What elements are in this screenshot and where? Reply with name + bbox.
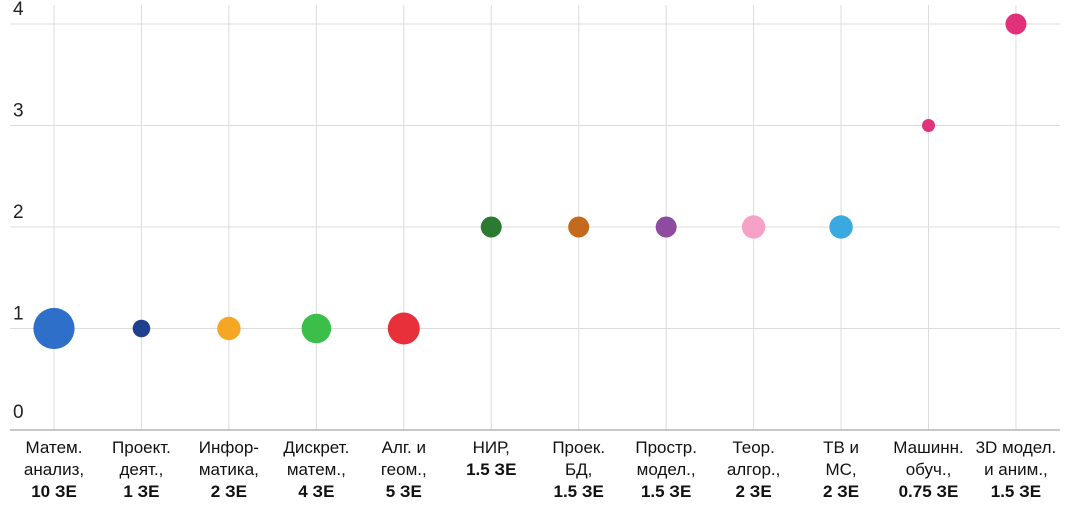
- data-point: [829, 215, 853, 239]
- x-tick-label: Теор. алгор., 2 ЗЕ: [706, 437, 802, 503]
- x-tick-label-line: Простр.: [635, 438, 697, 457]
- y-tick-label: 1: [13, 304, 24, 325]
- x-tick-label: ТВ и МС, 2 ЗЕ: [793, 437, 889, 503]
- x-tick-credit-label: 5 ЗЕ: [385, 482, 422, 501]
- data-point: [301, 313, 332, 344]
- x-tick-label-line: и аним.,: [984, 460, 1048, 479]
- y-tick-label: 3: [13, 101, 24, 122]
- x-tick-label-line: деят.,: [119, 460, 164, 479]
- gridlines: [10, 5, 1060, 431]
- x-tick-label: НИР, 1.5 ЗЕ: [443, 437, 539, 481]
- data-point: [922, 119, 935, 132]
- data-point: [480, 216, 502, 238]
- x-tick-label: Машинн. обуч., 0.75 ЗЕ: [881, 437, 977, 503]
- x-tick-label-line: модел.,: [636, 460, 696, 479]
- x-tick-label-line: анализ,: [23, 460, 85, 479]
- x-tick-credit-label: 2 ЗЕ: [210, 482, 247, 501]
- data-point: [655, 216, 677, 238]
- x-tick-label-line: БД,: [564, 460, 593, 479]
- x-tick-credit-label: 10 ЗЕ: [31, 482, 77, 501]
- x-tick-label-line: Алг. и: [381, 438, 426, 457]
- x-tick-credit-label: 1 ЗЕ: [123, 482, 160, 501]
- data-point: [387, 312, 420, 345]
- x-tick-label-line: Дискрет.: [283, 438, 350, 457]
- x-tick-credit-label: 1.5 ЗЕ: [990, 482, 1042, 501]
- x-tick-label: Дискрет. матем., 4 ЗЕ: [268, 437, 364, 503]
- data-point: [217, 316, 241, 341]
- x-tick-label: Простр. модел., 1.5 ЗЕ: [618, 437, 714, 503]
- x-tick-label-line: 3D модел.: [975, 438, 1057, 457]
- x-tick-label-line: матика,: [198, 460, 259, 479]
- x-tick-label-line: ТВ и: [823, 438, 860, 457]
- x-tick-label: Алг. и геом., 5 ЗЕ: [356, 437, 452, 503]
- x-tick-credit-label: 1.5 ЗЕ: [640, 482, 692, 501]
- x-tick-label: Инфор-матика, 2 ЗЕ: [181, 437, 277, 503]
- x-tick-label-line: НИР,: [472, 438, 510, 457]
- x-tick-label-line: Инфор-: [198, 438, 259, 457]
- data-point: [132, 319, 151, 338]
- x-tick-credit-label: 0.75 ЗЕ: [898, 482, 959, 501]
- y-tick-label: 0: [13, 402, 24, 423]
- x-tick-label-line: Проект.: [112, 438, 171, 457]
- x-tick-label-line: Теор.: [732, 438, 775, 457]
- x-tick-label-line: Матем.: [25, 438, 83, 457]
- x-tick-label-line: МС,: [825, 460, 857, 479]
- data-point: [741, 215, 766, 239]
- y-tick-label: 4: [13, 0, 24, 20]
- x-tick-label: 3D модел. и аним., 1.5 ЗЕ: [968, 437, 1064, 503]
- x-tick-label-line: обуч.,: [905, 460, 952, 479]
- data-point: [33, 307, 75, 350]
- x-tick-credit-label: 1.5 ЗЕ: [553, 482, 604, 501]
- x-tick-label-line: Проек.: [552, 438, 606, 457]
- x-tick-label-line: геом.,: [380, 460, 427, 479]
- x-tick-credit-label: 4 ЗЕ: [298, 482, 335, 501]
- x-tick-credit-label: 2 ЗЕ: [822, 482, 860, 501]
- x-tick-label-line: матем.,: [286, 460, 346, 479]
- x-tick-label: Матем. анализ, 10 ЗЕ: [6, 437, 102, 503]
- data-point: [568, 216, 590, 238]
- y-tick-label: 2: [13, 202, 24, 223]
- data-points: [33, 13, 1027, 350]
- data-point: [1005, 13, 1027, 35]
- x-tick-label-line: алгор.,: [726, 460, 781, 479]
- x-tick-credit-label: 1.5 ЗЕ: [466, 460, 517, 479]
- x-tick-label-line: Машинн.: [893, 438, 964, 457]
- y-axis-ticks: 0 1 2 3 4: [13, 0, 24, 423]
- x-tick-credit-label: 2 ЗЕ: [735, 482, 772, 501]
- x-tick-label: Проект. деят., 1 ЗЕ: [93, 437, 189, 503]
- x-tick-label: Проек. БД, 1.5 ЗЕ: [531, 437, 627, 503]
